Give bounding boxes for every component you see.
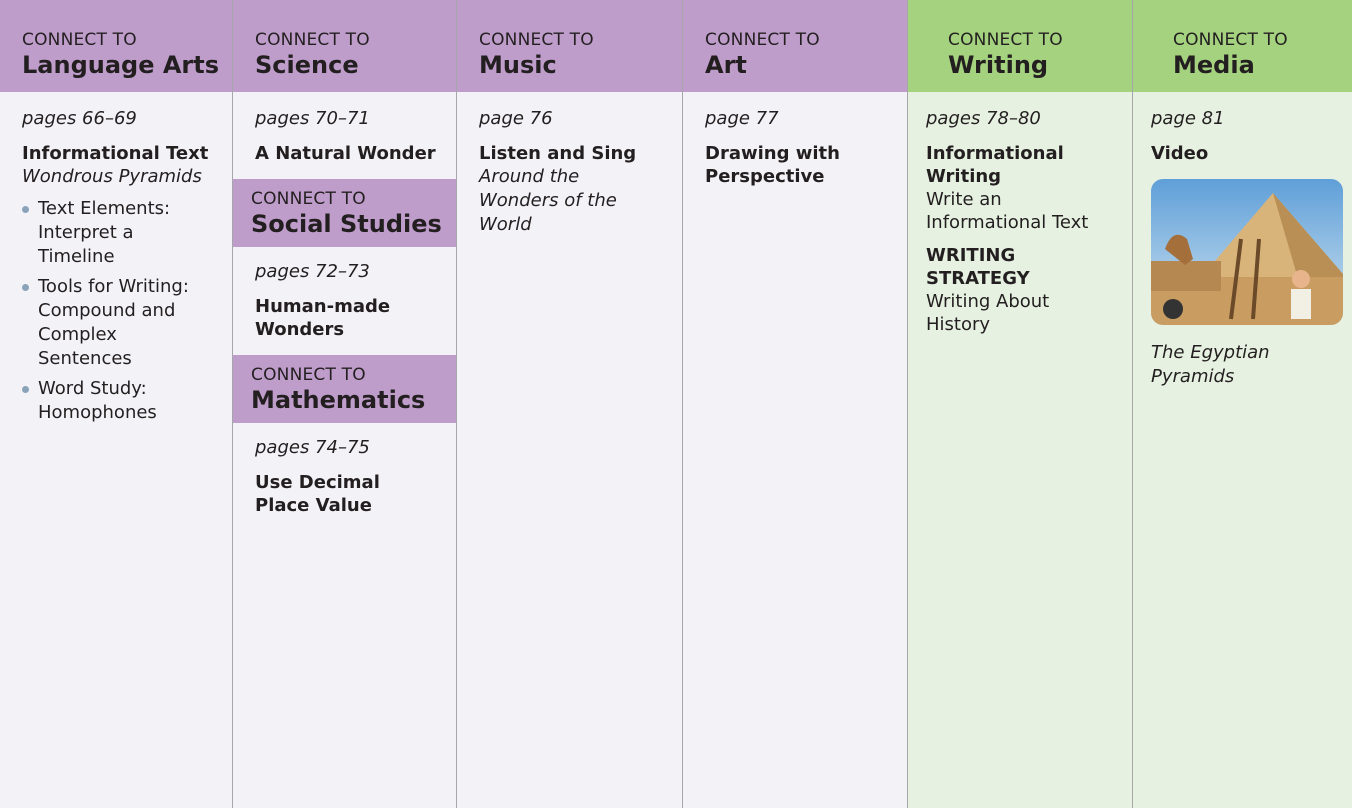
column-header: CONNECT TO Media — [1133, 0, 1352, 92]
connect-label: CONNECT TO — [479, 30, 594, 50]
pages: page 76 — [479, 108, 553, 129]
section-content: pages 74–75 Use Decimal Place Value — [233, 423, 456, 517]
column: CONNECT TO Language Arts pages 66–69 Inform… — [0, 0, 233, 808]
subject-label: Media — [1173, 51, 1255, 79]
caption: The Egyptian Pyramids — [1151, 342, 1270, 387]
connect-label: CONNECT TO — [251, 365, 366, 385]
section-content: page 76 Listen and Sing Around the Wonders… — [457, 106, 682, 237]
bullet-list: Text Elements: Interpret a Timeline Tools… — [22, 197, 214, 425]
section: page 77 Drawing with Perspective — [683, 106, 907, 188]
pages: pages 66–69 — [22, 108, 137, 129]
connect-label: CONNECT TO — [1173, 30, 1288, 50]
pages: page 81 — [1151, 108, 1225, 129]
column: CONNECT TO Media page 81 Video The Egyptian … — [1133, 0, 1352, 808]
title: Use Decimal Place Value — [255, 472, 380, 516]
column-body: pages 66–69 Informational Text Wondrous Py… — [0, 92, 232, 425]
section: page 81 Video The Egyptian Pyramids — [1133, 106, 1352, 389]
video-thumbnail[interactable] — [1151, 179, 1343, 325]
section: pages 78–80 Informational Writing Write an… — [908, 106, 1132, 336]
column: CONNECT TO Science pages 70–71 A Natural Wo… — [233, 0, 457, 808]
column-header: CONNECT TO Music — [457, 0, 682, 92]
connect-label: CONNECT TO — [948, 30, 1063, 50]
column-header: CONNECT TO Writing — [908, 0, 1132, 92]
pages: pages 78–80 — [926, 108, 1041, 129]
bullet-item: Text Elements: Interpret a Timeline — [22, 197, 214, 269]
column-header: CONNECT TO Language Arts — [0, 0, 232, 92]
column-body: pages 78–80 Informational Writing Write an… — [908, 92, 1132, 336]
connect-label: CONNECT TO — [705, 30, 820, 50]
section-content: pages 72–73 Human-made Wonders — [233, 247, 456, 341]
column: CONNECT TO Music page 76 Listen and Sing Aro… — [457, 0, 683, 808]
subtitle: Around the Wonders of the World — [479, 166, 617, 235]
column: CONNECT TO Art page 77 Drawing with Perspec… — [683, 0, 908, 808]
subject-label: Art — [705, 51, 747, 79]
section-content: pages 78–80 Informational Writing Write an… — [908, 106, 1132, 336]
subtitle: Wondrous Pyramids — [22, 166, 202, 187]
title: Drawing with Perspective — [705, 143, 840, 187]
section: page 76 Listen and Sing Around the Wonders… — [457, 106, 682, 237]
subject-label: Writing — [948, 51, 1049, 79]
column-body: pages 70–71 A Natural Wonder CONNECT TO Soc… — [233, 92, 456, 517]
section-content: pages 70–71 A Natural Wonder — [233, 106, 456, 165]
section-content: pages 66–69 Informational Text Wondrous Py… — [0, 106, 232, 425]
connect-label: CONNECT TO — [255, 30, 370, 50]
section: CONNECT TO Mathematics pages 74–75 Use Deci… — [233, 355, 456, 517]
connect-label: CONNECT TO — [22, 30, 137, 50]
title: Video — [1151, 143, 1209, 164]
column-header: CONNECT TO Art — [683, 0, 907, 92]
pages: page 77 — [705, 108, 779, 129]
section-content: page 77 Drawing with Perspective — [683, 106, 907, 188]
strategy-text: Writing About History — [926, 291, 1050, 335]
pages: pages 70–71 — [255, 108, 370, 129]
subject-label: Science — [255, 51, 359, 79]
column-body: page 76 Listen and Sing Around the Wonders… — [457, 92, 682, 237]
sub-header: CONNECT TO Mathematics — [233, 355, 456, 423]
subject-label: Social Studies — [251, 210, 442, 238]
subject-label: Language Arts — [22, 51, 220, 79]
pages: pages 74–75 — [255, 437, 370, 458]
column-body: page 81 Video The Egyptian Pyramids — [1133, 92, 1352, 389]
connect-label: CONNECT TO — [251, 189, 366, 209]
column-body: page 77 Drawing with Perspective — [683, 92, 907, 188]
text: Write an Informational Text — [926, 189, 1089, 233]
bullet-item: Tools for Writing: Compound and Complex … — [22, 275, 214, 371]
title: Listen and Sing — [479, 143, 637, 164]
title: Human-made Wonders — [255, 296, 391, 340]
sub-header: CONNECT TO Social Studies — [233, 179, 456, 247]
subject-label: Music — [479, 51, 557, 79]
column-header: CONNECT TO Science — [233, 0, 456, 92]
column: CONNECT TO Writing pages 78–80 Informationa… — [908, 0, 1133, 808]
title: Informational Writing — [926, 143, 1064, 187]
subject-label: Mathematics — [251, 386, 426, 414]
pages: pages 72–73 — [255, 261, 370, 282]
section: CONNECT TO Social Studies pages 72–73 Human… — [233, 179, 456, 341]
section-content: page 81 Video The Egyptian Pyramids — [1133, 106, 1352, 389]
title: A Natural Wonder — [255, 143, 436, 164]
section: pages 66–69 Informational Text Wondrous Py… — [0, 106, 232, 425]
strategy: WRITING STRATEGY — [926, 245, 1030, 289]
bullet-item: Word Study: Homophones — [22, 377, 214, 425]
title: Informational Text — [22, 143, 209, 164]
section: pages 70–71 A Natural Wonder — [233, 106, 456, 165]
